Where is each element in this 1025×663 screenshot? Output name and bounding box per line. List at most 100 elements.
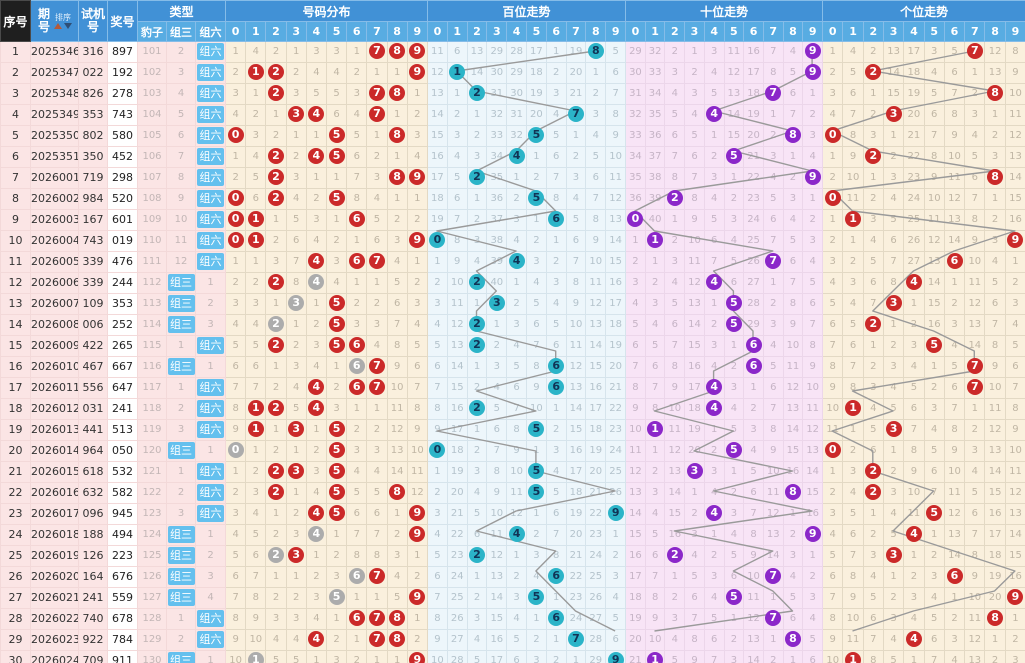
subheader-digit: 4 (703, 21, 725, 42)
ge-trend-cell: 2 (984, 209, 1006, 231)
ge-trend-cell: 14 (1004, 167, 1025, 189)
shi-trend-cell: 20 (625, 629, 646, 651)
bai-trend-cell: 3 (427, 503, 448, 525)
ge-trend-cell: 1 (842, 650, 864, 663)
bai-trend-cell: 6 (526, 314, 547, 336)
dist-cell: 3 (285, 293, 307, 315)
bai-trend-cell: 26 (605, 482, 627, 504)
shi-trend-cell: 13 (743, 629, 764, 651)
ge-trend-cell: 25 (903, 209, 925, 231)
shi-trend-cell: 1 (684, 41, 705, 63)
seq-cell: 26 (0, 566, 31, 588)
ge-trend-cell: 1 (822, 209, 844, 231)
shi-trend-cell: 1 (723, 608, 745, 630)
bai-trend-cell: 4 (545, 293, 567, 315)
ge-trend-cell: 8 (1004, 398, 1025, 420)
dist-cell: 3 (245, 293, 267, 315)
sort-asc-icon[interactable] (54, 23, 62, 29)
sort-desc-icon[interactable] (64, 23, 72, 29)
test-number-cell: 719 (78, 167, 108, 189)
shi-trend-cell: 14 (625, 503, 646, 525)
ge-trend-cell: 7 (1004, 377, 1025, 399)
ge-trend-cell: 2 (842, 440, 864, 462)
ge-trend-cell: 13 (1004, 503, 1025, 525)
dist-cell: 5 (325, 461, 348, 483)
ge-trend-cell: 8 (822, 608, 844, 630)
type-badge: 组六 (197, 63, 225, 81)
zuliu-cell: 组六 (194, 62, 227, 84)
hit-circle-red: 6 (946, 568, 963, 584)
subheader-digit: 6 (743, 21, 764, 42)
hit-circle-purple: 1 (647, 232, 664, 248)
zusan-cell: 组三 (166, 272, 196, 294)
dist-cell: 2 (305, 314, 327, 336)
period-cell: 2025349 (30, 104, 79, 126)
shi-trend-cell: 15 (684, 335, 705, 357)
dist-cell: 2 (265, 83, 287, 105)
table-row: 24 2026018 188 494 124 组三 1 4 5 2 3 4 1 7 7 2 9 4 22 6 11 4 2 7… (0, 524, 1025, 546)
subheader-digit: 2 (265, 21, 287, 42)
bai-trend-cell: 1 (585, 62, 607, 84)
shi-trend-cell: 5 (802, 272, 824, 294)
hit-circle-red: 6 (348, 379, 365, 395)
type-badge: 组六 (197, 189, 225, 207)
ge-trend-cell: 13 (882, 41, 905, 63)
shi-trend-cell: 5 (723, 251, 745, 273)
ge-trend-cell: 3 (862, 125, 884, 147)
bai-trend-cell: 1 (486, 314, 508, 336)
seq-cell: 7 (0, 167, 31, 189)
subheader-digit: 9 (605, 21, 627, 42)
bai-trend-cell: 25 (605, 461, 627, 483)
ge-trend-cell: 5 (882, 398, 905, 420)
bai-trend-cell: 14 (565, 398, 587, 420)
bai-trend-cell: 21 (446, 503, 468, 525)
bai-trend-cell: 13 (565, 377, 587, 399)
bai-trend-cell: 36 (486, 188, 508, 210)
bai-trend-cell: 12 (506, 503, 527, 525)
bai-trend-cell: 23 (565, 587, 587, 609)
zuliu-cell: 组六 (194, 167, 227, 189)
hit-circle-purple: 7 (765, 568, 782, 584)
ge-trend-cell: 4 (882, 629, 905, 651)
bai-trend-cell: 7 (526, 335, 547, 357)
bai-trend-cell: 9 (605, 125, 627, 147)
dist-cell: 3 (285, 104, 307, 126)
hit-circle-purple: 1 (647, 421, 664, 437)
dist-cell: 5 (325, 587, 348, 609)
zuliu-cell: 组六 (194, 83, 227, 105)
hit-circle-red: 9 (409, 589, 426, 605)
dist-cell: 8 (386, 83, 408, 105)
dist-cell: 1 (386, 104, 408, 126)
shi-trend-cell: 7 (644, 377, 666, 399)
bai-trend-cell: 32 (506, 125, 527, 147)
shi-trend-cell: 5 (723, 314, 745, 336)
dist-cell: 2 (265, 335, 287, 357)
seq-cell: 8 (0, 188, 31, 210)
hit-circle-cyan: 7 (567, 631, 584, 647)
bai-trend-cell: 3 (526, 251, 547, 273)
ge-trend-cell: 13 (984, 440, 1006, 462)
ge-trend-cell: 5 (923, 83, 945, 105)
shi-trend-cell: 5 (703, 83, 725, 105)
seq-cell: 16 (0, 356, 31, 378)
test-number-cell: 422 (78, 335, 108, 357)
shi-trend-cell: 5 (762, 188, 784, 210)
shi-trend-cell: 1 (802, 83, 824, 105)
dist-cell: 2 (305, 566, 327, 588)
bai-trend-cell: 6 (545, 209, 567, 231)
ge-trend-cell: 3 (923, 398, 945, 420)
seq-cell: 23 (0, 503, 31, 525)
bai-trend-cell: 15 (585, 356, 607, 378)
zuliu-cell: 组六 (194, 209, 227, 231)
dist-cell: 8 (225, 608, 247, 630)
shi-trend-cell: 11 (625, 440, 646, 462)
bai-trend-cell: 6 (545, 566, 567, 588)
period-cell: 2026003 (30, 209, 79, 231)
dist-cell: 6 (225, 566, 247, 588)
zusan-cell: 6 (166, 125, 196, 147)
ge-trend-cell: 5 (862, 419, 884, 441)
hit-circle-red: 1 (845, 211, 862, 227)
dist-cell: 0 (225, 230, 247, 252)
dist-cell: 1 (265, 503, 287, 525)
